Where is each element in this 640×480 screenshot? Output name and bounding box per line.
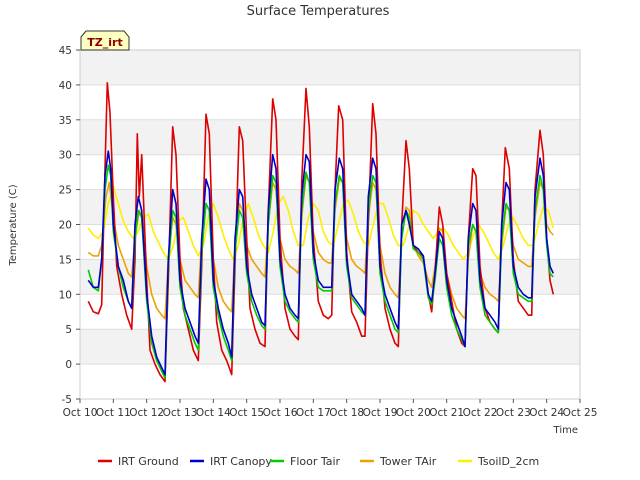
- y-axis-ticks: -5 0 5 10 15 20 25 30 35 40 45: [59, 45, 80, 406]
- x-axis-label: Time: [553, 425, 578, 436]
- series-layer: [87, 82, 555, 383]
- series-line-irt-ground: [87, 82, 555, 383]
- x-tick-label: Oct 10: [63, 407, 98, 419]
- x-tick-label: Oct 19: [363, 407, 398, 419]
- x-tick-label: Oct 11: [96, 407, 131, 419]
- badge-box: [80, 30, 130, 51]
- x-tick-label: Oct 13: [163, 407, 198, 419]
- x-tick-label: Oct 25: [563, 407, 598, 419]
- x-tick-label: Oct 14: [196, 407, 231, 419]
- background-band: [80, 259, 580, 295]
- background-band: [80, 189, 580, 225]
- tz-irt-badge: TZ_irt: [80, 30, 130, 51]
- background-band: [80, 119, 580, 155]
- background-bands: [80, 50, 580, 365]
- x-tick-label: Oct 15: [229, 407, 264, 419]
- y-tick-label: 0: [65, 359, 72, 371]
- badge-label: TZ_irt: [87, 36, 122, 49]
- y-tick-label: 30: [59, 150, 72, 162]
- legend-label: Floor Tair: [290, 455, 341, 468]
- x-tick-label: Oct 20: [396, 407, 431, 419]
- series-line-floor-tair: [87, 164, 554, 379]
- x-tick-label: Oct 22: [463, 407, 498, 419]
- y-tick-label: -5: [62, 394, 72, 406]
- y-tick-label: 25: [59, 185, 72, 197]
- x-tick-label: Oct 12: [129, 407, 164, 419]
- y-axis-label: Temperature (C): [8, 184, 19, 266]
- y-tick-label: 5: [65, 324, 72, 336]
- legend-label: IRT Canopy: [210, 455, 272, 468]
- legend-label: IRT Ground: [118, 455, 179, 468]
- y-tick-label: 15: [59, 254, 72, 266]
- legend-label: Tower TAir: [379, 455, 437, 468]
- legend: IRT Ground IRT Canopy Floor Tair Tower TAir…: [98, 455, 539, 468]
- chart-title: Surface Temperatures: [247, 4, 390, 19]
- background-band: [80, 50, 580, 85]
- y-tick-label: 20: [59, 220, 72, 232]
- y-tick-label: 45: [59, 45, 72, 57]
- y-tick-label: 35: [59, 115, 72, 127]
- x-tick-label: Oct 24: [529, 407, 564, 419]
- x-tick-label: Oct 21: [429, 407, 464, 419]
- y-tick-label: 40: [59, 80, 72, 92]
- x-tick-label: Oct 18: [329, 407, 364, 419]
- x-tick-label: Oct 17: [296, 407, 331, 419]
- legend-label: TsoilD_2cm: [477, 455, 539, 468]
- series-line-irt-canopy: [87, 150, 555, 376]
- background-band: [80, 329, 580, 365]
- x-tick-label: Oct 23: [496, 407, 531, 419]
- x-tick-label: Oct 16: [263, 407, 298, 419]
- y-tick-label: 10: [59, 289, 72, 301]
